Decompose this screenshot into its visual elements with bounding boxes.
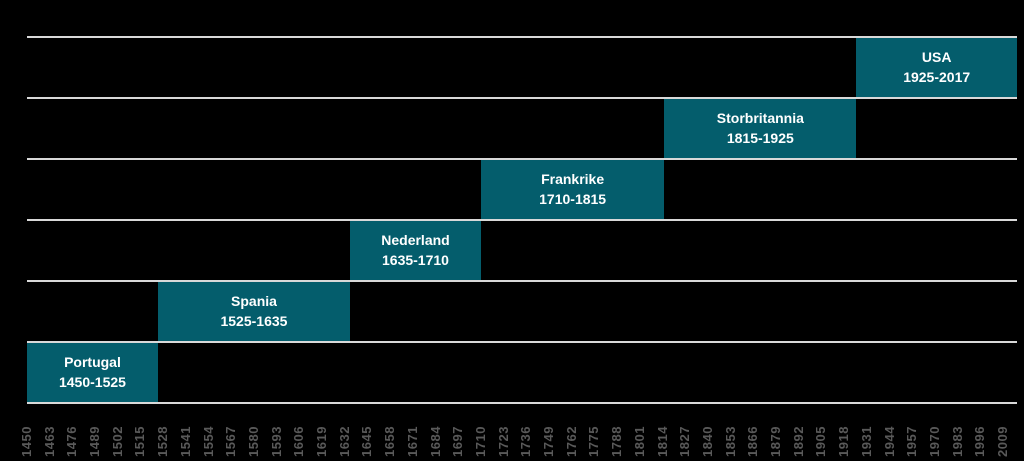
gridline bbox=[27, 341, 1017, 343]
x-tick-label: 1502 bbox=[109, 426, 125, 457]
bar-years-label: 1635-1710 bbox=[382, 251, 449, 268]
x-tick-label: 1528 bbox=[155, 426, 171, 457]
bar-years-label: 1710-1815 bbox=[539, 190, 607, 207]
bar-name-label: USA bbox=[921, 48, 952, 65]
x-tick-label: 1593 bbox=[268, 426, 284, 457]
x-tick-label: 1658 bbox=[382, 426, 398, 457]
timeline-bar-spania: Spania 1525-1635 bbox=[157, 280, 350, 341]
x-tick-label: 1788 bbox=[609, 426, 625, 457]
x-tick-label: 1463 bbox=[41, 426, 57, 457]
bar-name-label: Frankrike bbox=[541, 170, 605, 187]
x-tick-label: 1554 bbox=[200, 426, 216, 457]
x-tick-label: 1944 bbox=[881, 426, 897, 457]
x-tick-label: 1762 bbox=[563, 426, 579, 457]
x-tick-label: 1749 bbox=[541, 426, 557, 457]
bar-years-label: 1815-1925 bbox=[726, 129, 794, 146]
x-tick-label: 1892 bbox=[790, 426, 806, 457]
timeline-bar-nederland: Nederland 1635-1710 bbox=[350, 219, 481, 280]
bar-years-label: 1450-1525 bbox=[58, 373, 126, 390]
gridline bbox=[27, 158, 1017, 160]
x-tick-label: 1515 bbox=[132, 426, 148, 457]
x-tick-label: 1801 bbox=[631, 426, 647, 457]
x-tick-label: 1632 bbox=[336, 426, 352, 457]
bar-name-label: Portugal bbox=[64, 353, 121, 370]
x-tick-label: 1970 bbox=[926, 426, 942, 457]
gridline bbox=[27, 97, 1017, 99]
x-tick-label: 2009 bbox=[995, 426, 1011, 457]
bar-name-label: Spania bbox=[231, 292, 277, 309]
gridline bbox=[27, 219, 1017, 221]
x-tick-label: 1866 bbox=[745, 426, 761, 457]
x-tick-label: 1489 bbox=[87, 426, 103, 457]
gridline bbox=[27, 36, 1017, 38]
x-tick-label: 1918 bbox=[836, 426, 852, 457]
x-tick-label: 1853 bbox=[722, 426, 738, 457]
timeline-bar-storbritannia: Storbritannia 1815-1925 bbox=[664, 97, 857, 158]
bar-years-label: 1525-1635 bbox=[220, 312, 288, 329]
x-tick-label: 1645 bbox=[359, 426, 375, 457]
x-tick-label: 1684 bbox=[427, 426, 443, 457]
x-tick-label: 1840 bbox=[699, 426, 715, 457]
bar-years-label: 1925-2017 bbox=[903, 68, 971, 85]
x-tick-label: 1476 bbox=[64, 426, 80, 457]
x-tick-label: 1450 bbox=[19, 426, 34, 457]
x-tick-label: 1931 bbox=[858, 426, 874, 457]
x-tick-label: 1580 bbox=[245, 426, 261, 457]
x-tick-label: 1710 bbox=[472, 426, 488, 457]
gridline bbox=[27, 280, 1017, 282]
x-tick-label: 1775 bbox=[586, 426, 602, 457]
bar-name-label: Storbritannia bbox=[716, 109, 804, 126]
x-tick-label: 1814 bbox=[654, 426, 670, 457]
x-tick-label: 1541 bbox=[177, 426, 193, 457]
gridline bbox=[27, 402, 1017, 404]
x-tick-label: 1957 bbox=[904, 426, 920, 457]
x-tick-label: 1619 bbox=[314, 426, 330, 457]
x-tick-label: 1567 bbox=[223, 426, 239, 457]
x-tick-label: 1736 bbox=[518, 426, 534, 457]
x-tick-label: 1606 bbox=[291, 426, 307, 457]
x-tick-label: 1905 bbox=[813, 426, 829, 457]
x-tick-label: 1827 bbox=[677, 426, 693, 457]
x-tick-label: 1723 bbox=[495, 426, 511, 457]
timeline-bar-portugal: Portugal 1450-1525 bbox=[27, 341, 158, 402]
x-tick-label: 1879 bbox=[768, 426, 784, 457]
x-tick-label: 1996 bbox=[972, 426, 988, 457]
x-tick-label: 1671 bbox=[404, 426, 420, 457]
x-tick-label: 1697 bbox=[450, 426, 466, 457]
bar-name-label: Nederland bbox=[381, 231, 450, 248]
timeline-bar-usa: USA 1925-2017 bbox=[856, 36, 1017, 97]
timeline-bar-frankrike: Frankrike 1710-1815 bbox=[480, 158, 665, 219]
x-tick-label: 1983 bbox=[949, 426, 965, 457]
